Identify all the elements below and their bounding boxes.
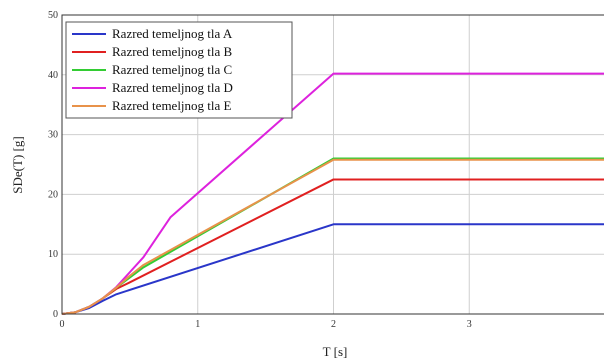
x-tick-label: 1 bbox=[195, 319, 200, 330]
legend-label: Razred temeljnog tla E bbox=[112, 98, 232, 113]
y-tick-label: 0 bbox=[53, 309, 58, 320]
series-lines bbox=[61, 72, 604, 315]
x-tick-label: 2 bbox=[331, 319, 336, 330]
y-tick-label: 40 bbox=[48, 70, 58, 81]
y-tick-label: 20 bbox=[48, 189, 58, 200]
legend-label: Razred temeljnog tla B bbox=[112, 44, 233, 59]
y-tick-label: 30 bbox=[48, 130, 58, 141]
y-tick-label: 50 bbox=[48, 10, 58, 21]
legend-label: Razred temeljnog tla C bbox=[112, 62, 232, 77]
plot-frame bbox=[61, 14, 604, 315]
x-axis-label: T [s] bbox=[323, 344, 348, 359]
x-tick-label: 3 bbox=[467, 319, 472, 330]
y-tick-label: 10 bbox=[48, 249, 58, 260]
series-line-e bbox=[61, 158, 604, 315]
x-tick-label: 0 bbox=[60, 319, 65, 330]
legend-label: Razred temeljnog tla A bbox=[112, 26, 233, 41]
legend: Razred temeljnog tla A Razred temeljnog t… bbox=[65, 21, 293, 119]
legend-label: Razred temeljnog tla D bbox=[112, 80, 233, 95]
y-axis-label: SDe(T) [g] bbox=[10, 136, 25, 193]
